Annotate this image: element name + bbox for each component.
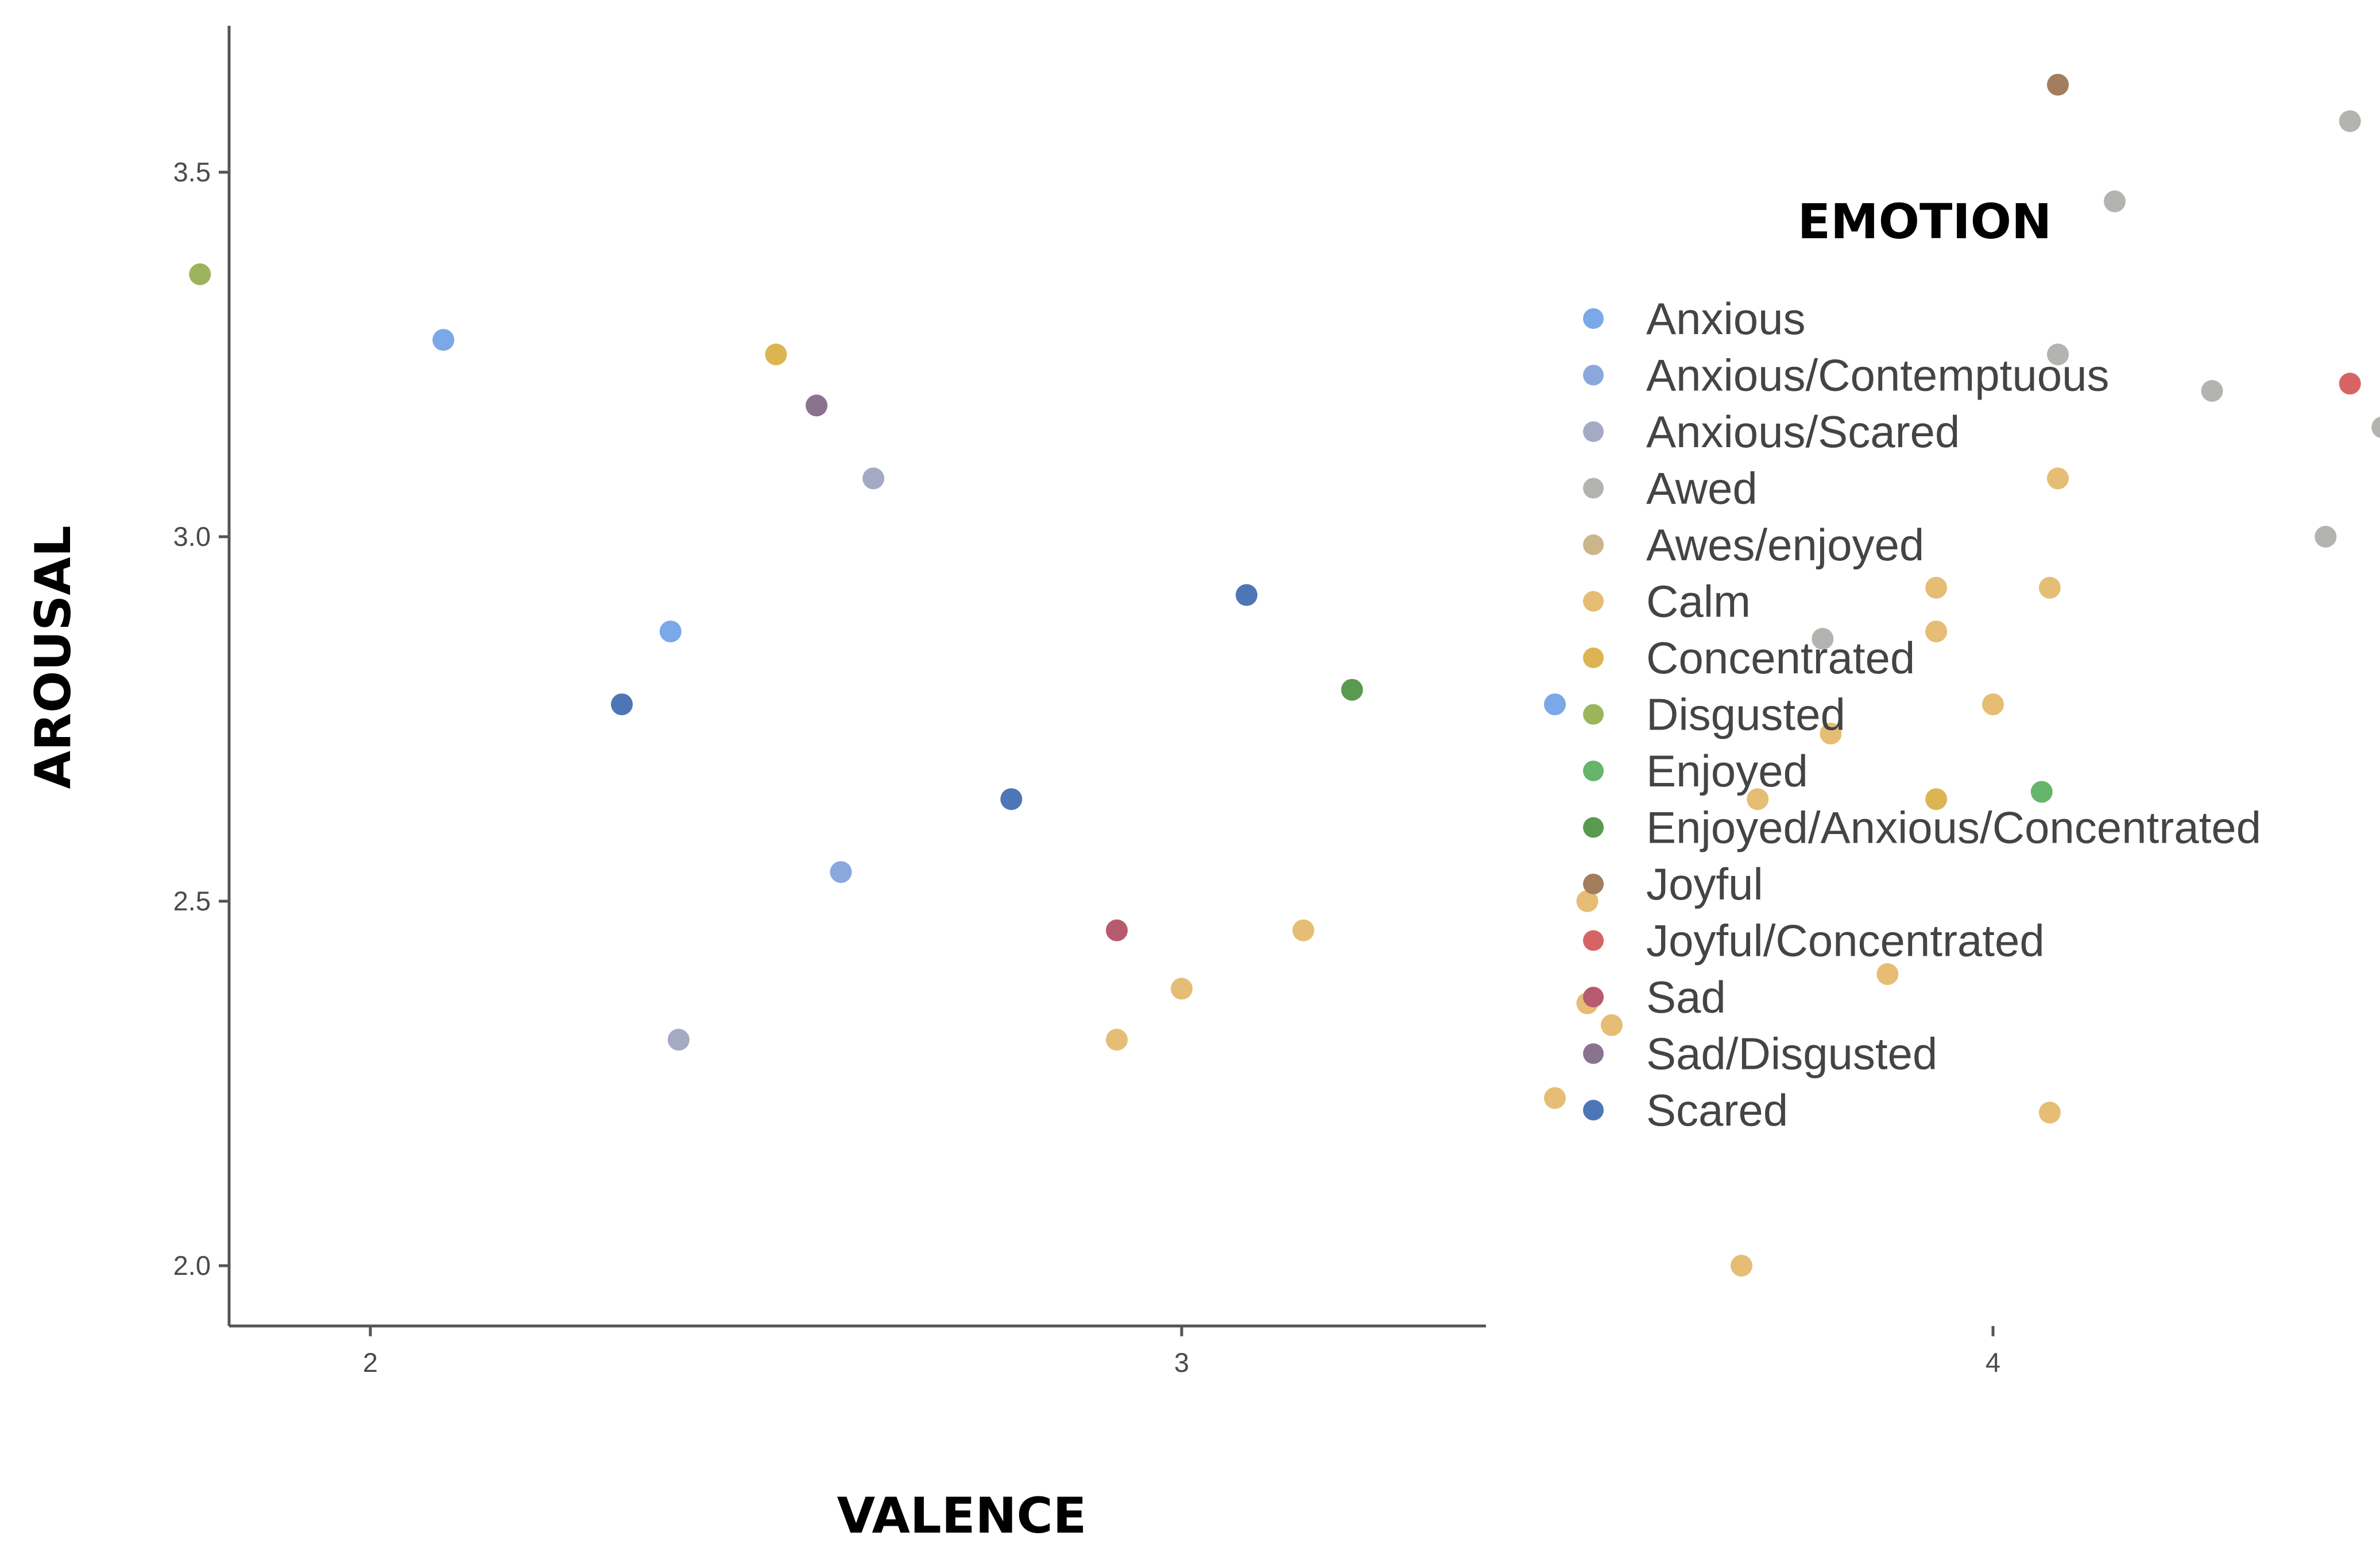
data-point <box>1106 1029 1128 1051</box>
data-point <box>1292 919 1314 941</box>
legend-label: Enjoyed/Anxious/Concentrated <box>1646 802 2261 853</box>
x-tick-label: 3 <box>1174 1347 1189 1378</box>
plot-area <box>227 26 1486 1328</box>
data-point <box>765 343 787 366</box>
legend-label: Awed <box>1646 463 1758 514</box>
legend-label: Anxious/Scared <box>1646 406 1960 457</box>
data-point <box>2104 190 2126 212</box>
legend-label: Scared <box>1646 1085 1788 1135</box>
data-point <box>1925 788 1948 811</box>
data-point <box>1731 1255 1752 1277</box>
data-points <box>189 73 2380 1277</box>
y-tick-label: 2.0 <box>173 1250 211 1281</box>
legend-key <box>1583 874 1604 894</box>
legend-key <box>1583 647 1604 668</box>
legend-key <box>1583 478 1604 499</box>
data-point <box>2030 781 2053 803</box>
data-point <box>1000 788 1023 811</box>
data-point <box>1982 693 2004 716</box>
data-point <box>806 394 828 417</box>
data-point <box>1925 576 1948 599</box>
legend-label: Calm <box>1646 576 1751 627</box>
x-tick-label: 2 <box>363 1347 378 1378</box>
data-point <box>1747 788 1769 811</box>
data-point <box>2339 110 2361 133</box>
data-point <box>1925 621 1948 643</box>
data-point <box>2047 73 2069 96</box>
data-point <box>1576 890 1599 912</box>
data-point <box>611 693 633 716</box>
legend-key <box>1583 930 1604 951</box>
data-point <box>1600 1014 1623 1036</box>
legend-key <box>1583 534 1604 555</box>
x-axis-title: VALENCE <box>837 1487 1087 1545</box>
legend-label: Disgusted <box>1646 689 1845 740</box>
x-tick-label: 4 <box>1986 1347 2000 1378</box>
legend-key <box>1583 1100 1604 1120</box>
legend-key <box>1583 761 1604 781</box>
legend-label: Sad/Disgusted <box>1646 1029 1937 1079</box>
data-point <box>830 861 852 883</box>
data-point <box>862 467 885 490</box>
data-point <box>1544 693 1566 716</box>
data-point <box>2047 467 2069 490</box>
data-point <box>1106 919 1128 941</box>
legend-label: Sad <box>1646 972 1726 1022</box>
data-point <box>432 329 455 351</box>
y-tick-label: 3.0 <box>173 521 211 552</box>
legend: EMOTION Anxious Anxious/ContemptuousAnxio… <box>1583 193 2261 1135</box>
data-point <box>2038 1102 2061 1124</box>
legend-label: Anxious/Contemptuous <box>1646 350 2109 401</box>
data-point <box>2339 373 2361 395</box>
data-point <box>1236 584 1257 606</box>
data-point <box>2315 526 2337 548</box>
legend-label: Anxious <box>1646 293 1806 344</box>
data-point <box>1171 978 1193 1000</box>
data-point <box>667 1029 690 1051</box>
legend-key <box>1583 591 1604 612</box>
legend-key <box>1583 421 1604 442</box>
data-point <box>659 621 682 643</box>
legend-label: Awes/enjoyed <box>1646 519 1924 570</box>
data-point <box>1820 722 1842 744</box>
data-point <box>1876 963 1899 985</box>
legend-label: Enjoyed <box>1646 746 1808 796</box>
axis-ticks: 2 3 4 2.0 2.5 3.0 3.5 <box>173 157 2000 1378</box>
data-point <box>2201 380 2223 402</box>
legend-key <box>1583 364 1604 386</box>
y-axis-title: AROUSAL <box>25 525 82 789</box>
legend-title: EMOTION <box>1798 193 2052 250</box>
legend-items: Anxious Anxious/ContemptuousAnxious/Scare… <box>1583 293 2261 1135</box>
legend-label: Joyful/Concentrated <box>1646 916 2045 966</box>
data-point <box>2038 576 2061 599</box>
data-point <box>189 263 211 285</box>
y-tick-label: 3.5 <box>173 157 211 187</box>
y-tick-label: 2.5 <box>173 886 211 916</box>
data-point <box>1341 678 1363 701</box>
legend-key <box>1583 987 1604 1007</box>
legend-key <box>1583 1043 1604 1064</box>
data-point <box>2047 343 2069 366</box>
data-point <box>1812 627 1834 650</box>
data-point <box>2371 416 2380 439</box>
legend-key <box>1583 817 1604 838</box>
legend-label: Concentrated <box>1646 633 1915 683</box>
legend-key <box>1583 704 1604 725</box>
data-point <box>1544 1087 1566 1109</box>
legend-key <box>1583 308 1604 329</box>
legend-label: Joyful <box>1646 859 1763 909</box>
